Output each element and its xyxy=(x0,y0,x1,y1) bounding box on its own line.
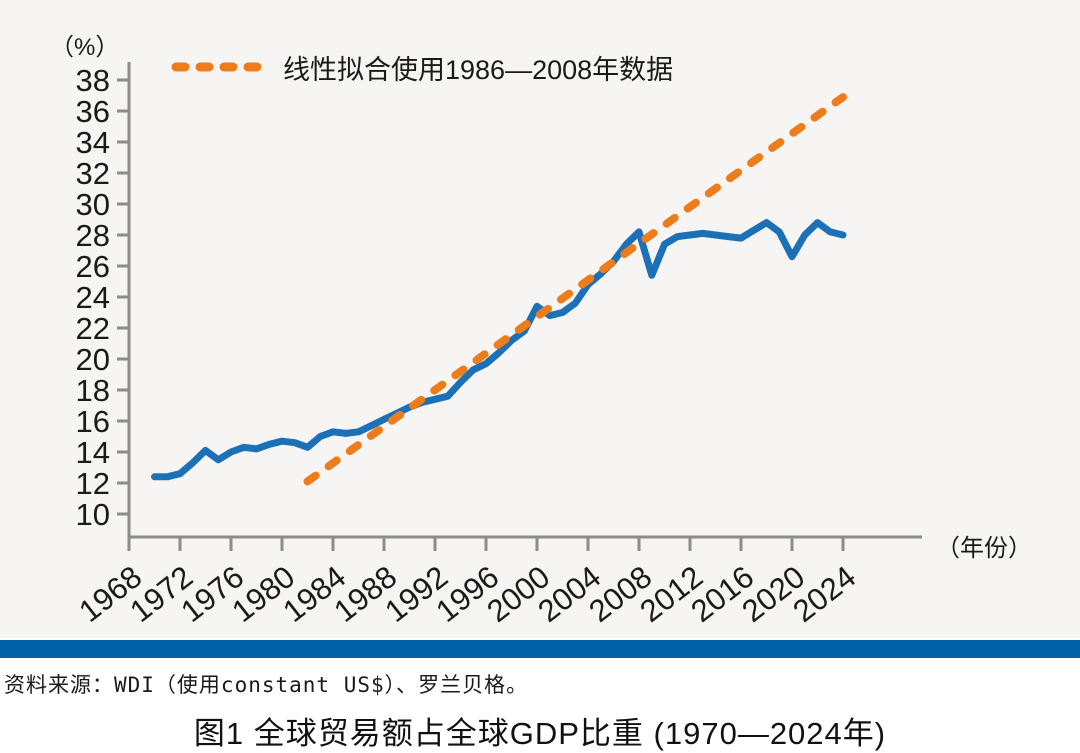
footer-bar xyxy=(0,640,1080,658)
y-tick-label: 34 xyxy=(76,125,110,160)
y-tick-label: 22 xyxy=(76,311,110,346)
y-tick-label: 20 xyxy=(76,342,110,377)
x-axis-unit-label: （年份） xyxy=(936,535,1032,562)
source-note: 资料来源：WDI（使用constant US$）、罗兰贝格。 xyxy=(4,673,529,697)
y-tick-label: 10 xyxy=(76,497,110,532)
y-axis-unit-label: （%） xyxy=(50,34,119,61)
y-tick-label: 18 xyxy=(76,373,110,408)
y-tick-label: 14 xyxy=(76,435,110,470)
trade-gdp-line-chart: 1012141618202224262830323436381968197219… xyxy=(50,34,1032,629)
y-tick-label: 12 xyxy=(76,466,110,501)
y-tick-label: 36 xyxy=(76,94,110,129)
chart-area: 10 12 14 16 18 20 22 24 26 28 30 32 34 36 38 1968 1972 19… xyxy=(0,0,1080,638)
y-tick-label: 30 xyxy=(76,187,110,222)
y-tick-label: 32 xyxy=(76,156,110,191)
legend: 线性拟合使用1986—2008年数据 xyxy=(171,55,673,85)
y-tick-label: 24 xyxy=(76,280,110,315)
series-lines xyxy=(151,93,847,486)
figure-caption: 图1 全球贸易额占全球GDP比重 (1970—2024年) xyxy=(193,716,887,751)
legend-label: 线性拟合使用1986—2008年数据 xyxy=(283,55,673,85)
y-tick-label: 16 xyxy=(76,404,110,439)
linear-fit-line xyxy=(303,93,847,486)
y-tick-label: 26 xyxy=(76,249,110,284)
y-tick-label: 38 xyxy=(76,63,110,98)
trade-share-line xyxy=(151,219,847,481)
y-tick-label: 28 xyxy=(76,218,110,253)
